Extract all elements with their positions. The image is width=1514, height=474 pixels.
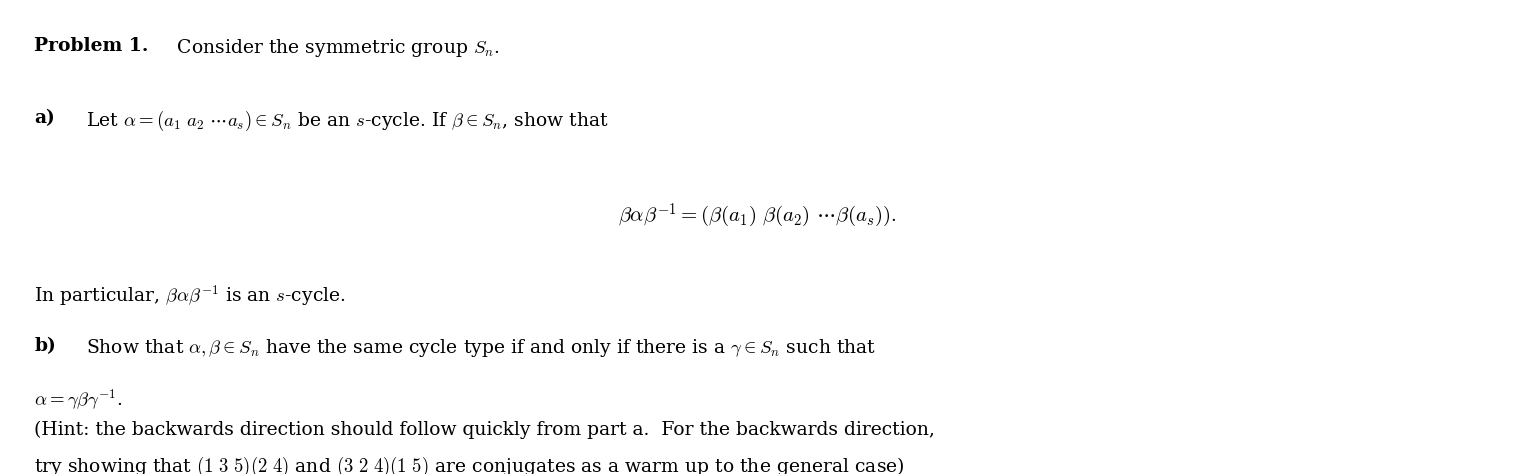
Text: Show that $\alpha, \beta \in S_n$ have the same cycle type if and only if there : Show that $\alpha, \beta \in S_n$ have t… (86, 337, 877, 359)
Text: Problem 1.: Problem 1. (35, 37, 148, 55)
Text: Let $\alpha = (a_1\ a_2\ \cdots a_s) \in S_n$ be an $s$-cycle. If $\beta \in S_n: Let $\alpha = (a_1\ a_2\ \cdots a_s) \in… (86, 109, 609, 133)
Text: a): a) (35, 109, 55, 127)
Text: $\beta\alpha\beta^{-1} = (\beta(a_1)\ \beta(a_2)\ \cdots\beta(a_s)).$: $\beta\alpha\beta^{-1} = (\beta(a_1)\ \b… (618, 202, 896, 230)
Text: In particular, $\beta\alpha\beta^{-1}$ is an $s$-cycle.: In particular, $\beta\alpha\beta^{-1}$ i… (35, 283, 347, 309)
Text: Consider the symmetric group $S_n$.: Consider the symmetric group $S_n$. (171, 37, 500, 59)
Text: (Hint: the backwards direction should follow quickly from part a.  For the backw: (Hint: the backwards direction should fo… (35, 420, 936, 439)
Text: b): b) (35, 337, 56, 355)
Text: $\alpha = \gamma\beta\gamma^{-1}$.: $\alpha = \gamma\beta\gamma^{-1}$. (35, 388, 123, 412)
Text: try showing that $(1\ 3\ 5)(2\ 4)$ and $(3\ 2\ 4)(1\ 5)$ are conjugates as a war: try showing that $(1\ 3\ 5)(2\ 4)$ and $… (35, 456, 905, 474)
